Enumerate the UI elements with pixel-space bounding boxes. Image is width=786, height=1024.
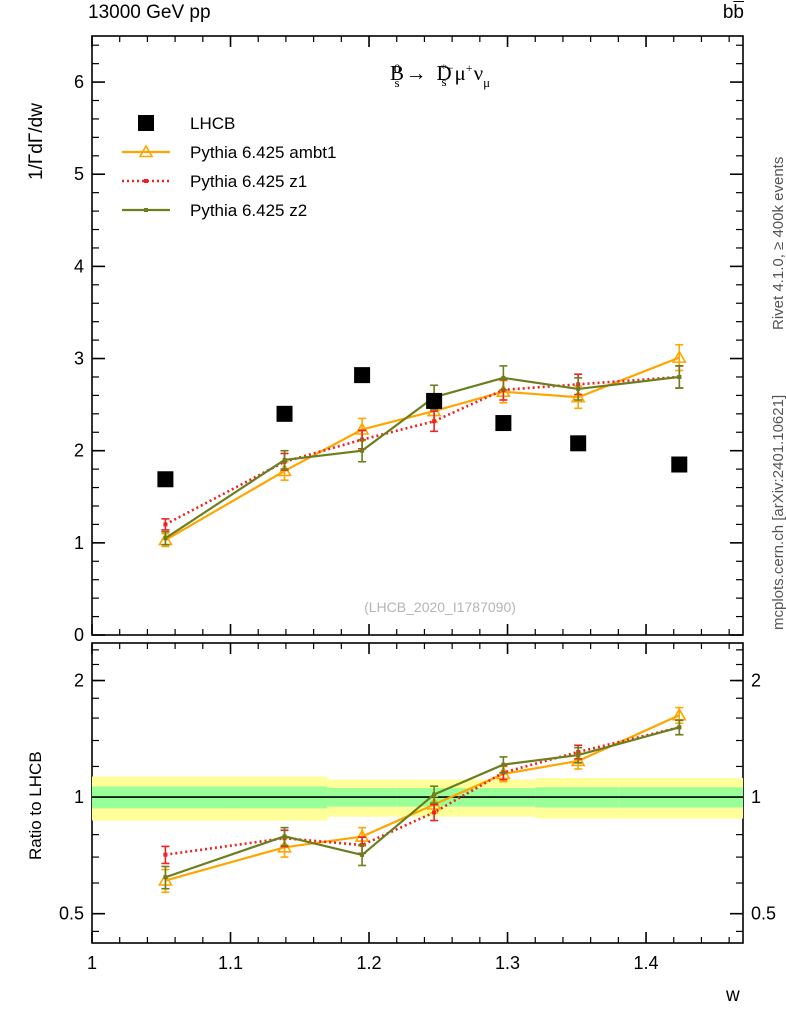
ratio-marker-dot: [501, 762, 506, 767]
main-ytick-label: 1: [74, 533, 84, 553]
main-title: B0 s → D*− s μ+νμ: [390, 61, 490, 90]
beam-energy-label: 13000 GeV pp: [88, 2, 211, 23]
main-ytick-label: 5: [74, 164, 84, 184]
ratio-ytick-label-right: 1: [751, 787, 761, 807]
ratio-marker-triangle: [570, 753, 586, 767]
main-data-square: [426, 392, 443, 409]
xaxis-tick-label: 1: [87, 953, 97, 973]
ratio-ytick-label: 2: [74, 671, 84, 691]
main-data-square: [671, 456, 688, 473]
main-ytick-label: 4: [74, 256, 84, 276]
main-data-square: [570, 435, 587, 452]
main-series-line: [164, 356, 680, 542]
legend-marker-triangle: [138, 144, 154, 158]
xaxis-tick-label: 1.4: [634, 953, 659, 973]
xaxis-tick-label: 1.3: [495, 953, 520, 973]
main-marker-dot: [501, 375, 506, 380]
xaxis-tick-label: 1.2: [357, 953, 382, 973]
ratio-marker-dot: [360, 852, 365, 857]
main-ytick-label: 3: [74, 349, 84, 369]
ratio-ytick-label-right: 0.5: [751, 904, 776, 924]
main-panel-frame: [91, 35, 744, 636]
main-data-square: [495, 415, 512, 432]
legend-marker-dot: [144, 208, 148, 212]
main-marker-dot: [576, 386, 581, 391]
ratio-marker-dot: [576, 753, 581, 758]
ratio-marker-dot: [432, 792, 437, 797]
main-marker-dot: [163, 536, 168, 541]
xaxis-tick-label: 1.1: [218, 953, 243, 973]
ratio-ytick-label: 0.5: [59, 904, 84, 924]
main-watermark: (LHCB_2020_I1787090): [364, 599, 516, 615]
legend-label: Pythia 6.425 z2: [190, 201, 307, 220]
ratio-marker-dot: [432, 810, 437, 815]
main-marker-dot: [360, 448, 365, 453]
ratio-marker-dot: [163, 875, 168, 880]
main-ytick-label: 2: [74, 441, 84, 461]
ratio-marker-dot: [163, 852, 168, 857]
ratio-marker-dot: [677, 725, 682, 730]
main-marker-triangle: [570, 389, 586, 403]
xaxis-label: w: [726, 985, 740, 1006]
main-marker-triangle: [671, 350, 687, 363]
ratio-ytick-label: 1: [74, 787, 84, 807]
main-data-square: [276, 405, 293, 422]
legend-label: Pythia 6.425 ambt1: [190, 143, 336, 162]
main-ytick-label: 6: [74, 72, 84, 92]
legend-label: LHCB: [190, 114, 235, 133]
main-data-square: [354, 367, 371, 384]
main-ytick-label: 0: [74, 625, 84, 645]
main-data-square: [157, 471, 174, 488]
main-marker-dot: [163, 522, 168, 527]
process-label-text: bb: [722, 2, 744, 23]
ratio-marker-dot: [282, 834, 287, 839]
main-series-line: [164, 375, 680, 526]
legend-marker-square: [138, 115, 154, 131]
main-marker-dot: [282, 457, 287, 462]
legend-marker-dot: [144, 179, 148, 183]
main-marker-dot: [432, 419, 437, 424]
legend-label: Pythia 6.425 z1: [190, 172, 307, 191]
main-series-line: [164, 375, 680, 540]
ratio-ytick-label-right: 2: [751, 671, 761, 691]
process-label: bb: [723, 2, 744, 24]
main-marker-dot: [677, 374, 682, 379]
